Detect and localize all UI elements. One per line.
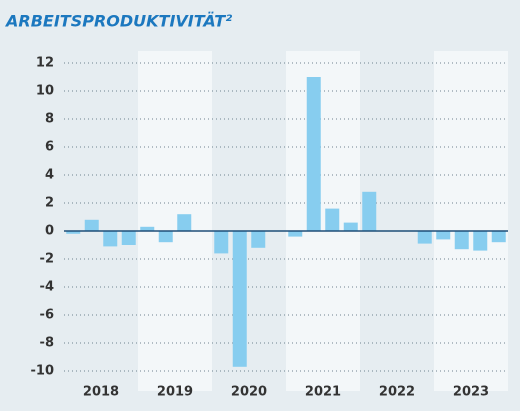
bar [417,231,432,244]
bar [251,231,266,248]
bar [121,231,136,245]
year-band [434,51,508,391]
y-tick-label: 6 [45,140,54,155]
x-tick-label: 2020 [231,385,267,400]
bar [362,191,377,231]
y-tick-label: -4 [40,280,54,295]
x-tick-label: 2021 [305,385,341,400]
y-tick-label: 8 [45,112,54,127]
y-tick-label: 0 [45,224,54,239]
x-tick-label: 2019 [157,385,193,400]
bar [66,231,81,234]
y-tick-label: -6 [40,308,54,323]
bar [158,231,173,243]
x-tick-label: 2023 [453,385,489,400]
y-tick-label: -10 [31,364,55,379]
y-tick-label: 2 [45,196,54,211]
bar [436,231,451,240]
bar [103,231,118,247]
bar [140,226,155,231]
bar [473,231,488,251]
bar [306,77,321,231]
y-tick-label: -2 [40,252,54,267]
y-tick-label: 10 [36,84,54,99]
bar [214,231,229,254]
bar [84,219,99,231]
bar [343,222,358,231]
y-tick-label: 12 [36,56,54,71]
y-tick-label: 4 [45,168,54,183]
bar [325,208,340,231]
chart-title: ARBEITSPRODUKTIVITÄT² [4,12,232,31]
bar [177,214,192,231]
bar [288,231,303,237]
year-band [138,51,212,391]
x-tick-label: 2018 [83,385,119,400]
bar [232,231,247,367]
year-band [286,51,360,391]
bar [491,231,506,243]
x-tick-label: 2022 [379,385,415,400]
y-tick-label: -8 [40,336,54,351]
bar [454,231,469,250]
